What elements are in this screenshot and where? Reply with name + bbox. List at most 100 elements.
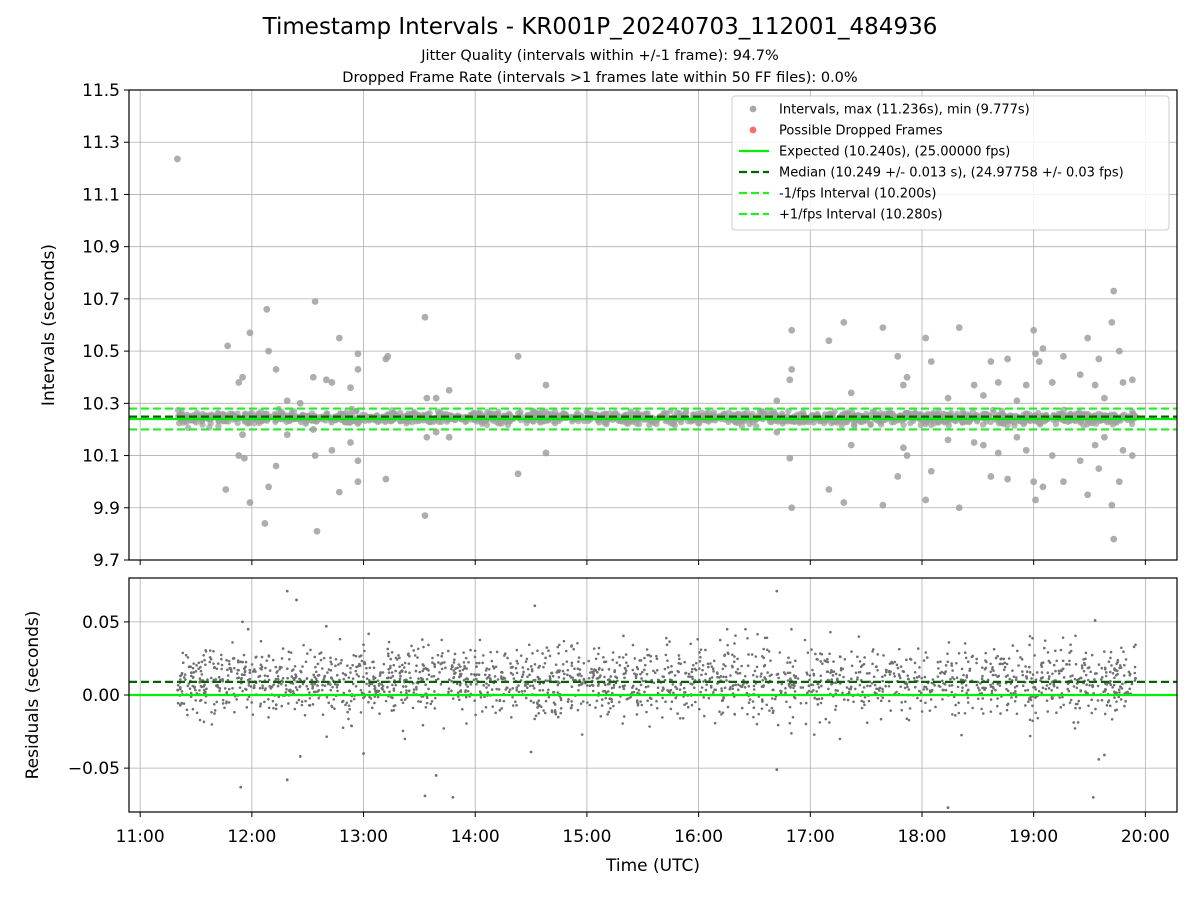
residual-point — [281, 647, 285, 650]
residual-point — [635, 673, 639, 676]
residual-point — [708, 677, 712, 680]
residual-point — [503, 652, 507, 656]
residual-point — [346, 710, 349, 714]
residual-point — [344, 673, 348, 677]
interval-point — [746, 420, 753, 428]
residual-point — [480, 710, 484, 713]
interval-point — [390, 410, 397, 417]
residual-point — [784, 686, 787, 690]
residual-point — [1086, 666, 1090, 670]
residual-point — [761, 678, 765, 682]
residual-point — [966, 689, 970, 692]
residual-point — [618, 685, 622, 689]
residual-point — [453, 672, 456, 675]
residual-point — [629, 695, 632, 699]
residual-point — [936, 675, 940, 678]
residual-point — [1046, 710, 1050, 713]
residual-point — [900, 701, 904, 704]
residual-point — [1040, 661, 1043, 665]
residual-point — [1031, 636, 1034, 640]
residual-point — [287, 702, 290, 705]
residual-point — [643, 663, 647, 667]
residual-point — [495, 687, 498, 691]
residual-point — [308, 696, 312, 700]
residual-point — [599, 714, 603, 718]
residual-point — [528, 673, 531, 677]
residual-point — [421, 723, 425, 727]
residual-point — [180, 690, 184, 693]
residual-point — [930, 688, 934, 692]
residual-point — [198, 718, 202, 722]
residual-point — [380, 683, 384, 686]
residual-outlier — [285, 589, 289, 593]
residual-point — [992, 669, 995, 672]
residual-point — [799, 701, 803, 705]
interval-outlier — [970, 381, 978, 389]
residual-point — [320, 667, 324, 670]
residual-point — [652, 669, 655, 673]
residual-point — [381, 671, 385, 674]
residual-point — [698, 660, 702, 663]
residual-point — [1059, 648, 1063, 652]
residual-point — [631, 684, 635, 688]
residual-point — [388, 690, 391, 694]
residual-point — [906, 674, 910, 677]
residual-point — [485, 686, 488, 689]
residual-point — [1035, 671, 1039, 674]
residual-point — [272, 683, 275, 687]
x-tick-label: 18:00 — [897, 827, 946, 847]
residual-point — [186, 684, 190, 688]
residual-point — [348, 707, 351, 711]
residual-point — [770, 697, 774, 700]
residual-point — [639, 672, 642, 676]
interval-outlier — [328, 446, 336, 454]
residual-point — [280, 666, 283, 669]
residual-point — [1037, 689, 1041, 693]
residual-point — [683, 691, 687, 694]
residual-point — [700, 686, 704, 689]
residual-point — [954, 714, 957, 717]
interval-outlier — [994, 449, 1002, 457]
residual-point — [477, 661, 481, 665]
residual-outlier — [1097, 757, 1101, 761]
residual-point — [876, 653, 880, 656]
interval-outlier — [354, 350, 362, 358]
residual-point — [587, 676, 591, 680]
residual-point — [943, 672, 947, 676]
residual-point — [580, 733, 584, 736]
residual-point — [486, 676, 490, 679]
residual-point — [453, 652, 457, 656]
residual-point — [494, 665, 498, 669]
residual-point — [511, 686, 515, 690]
residual-point — [527, 643, 531, 647]
residual-point — [1019, 656, 1022, 659]
residual-point — [805, 691, 809, 695]
residual-point — [566, 673, 569, 677]
residual-point — [635, 713, 639, 716]
legend-entry: Intervals, max (11.236s), min (9.777s) — [749, 103, 1030, 118]
residual-point — [235, 698, 238, 701]
residual-point — [491, 705, 495, 708]
residual-point — [295, 688, 299, 692]
residual-point — [580, 674, 583, 678]
residual-point — [656, 691, 660, 695]
interval-outlier — [899, 381, 907, 389]
residual-point — [1112, 683, 1116, 687]
residual-point — [720, 687, 723, 690]
residual-point — [713, 721, 717, 725]
residual-point — [363, 660, 366, 664]
residual-point — [329, 676, 333, 679]
residual-point — [570, 685, 574, 689]
residual-point — [267, 697, 270, 701]
residual-point — [888, 673, 892, 676]
residual-point — [514, 666, 518, 670]
residual-point — [853, 687, 857, 691]
residual-point — [661, 716, 664, 719]
legend-label: Median (10.249 +/- 0.013 s), (24.97758 +… — [779, 166, 1124, 181]
residual-point — [635, 687, 638, 691]
residual-point — [318, 652, 321, 655]
residual-point — [976, 697, 980, 701]
residual-point — [498, 699, 502, 702]
residual-point — [879, 717, 883, 721]
residual-point — [757, 712, 761, 716]
